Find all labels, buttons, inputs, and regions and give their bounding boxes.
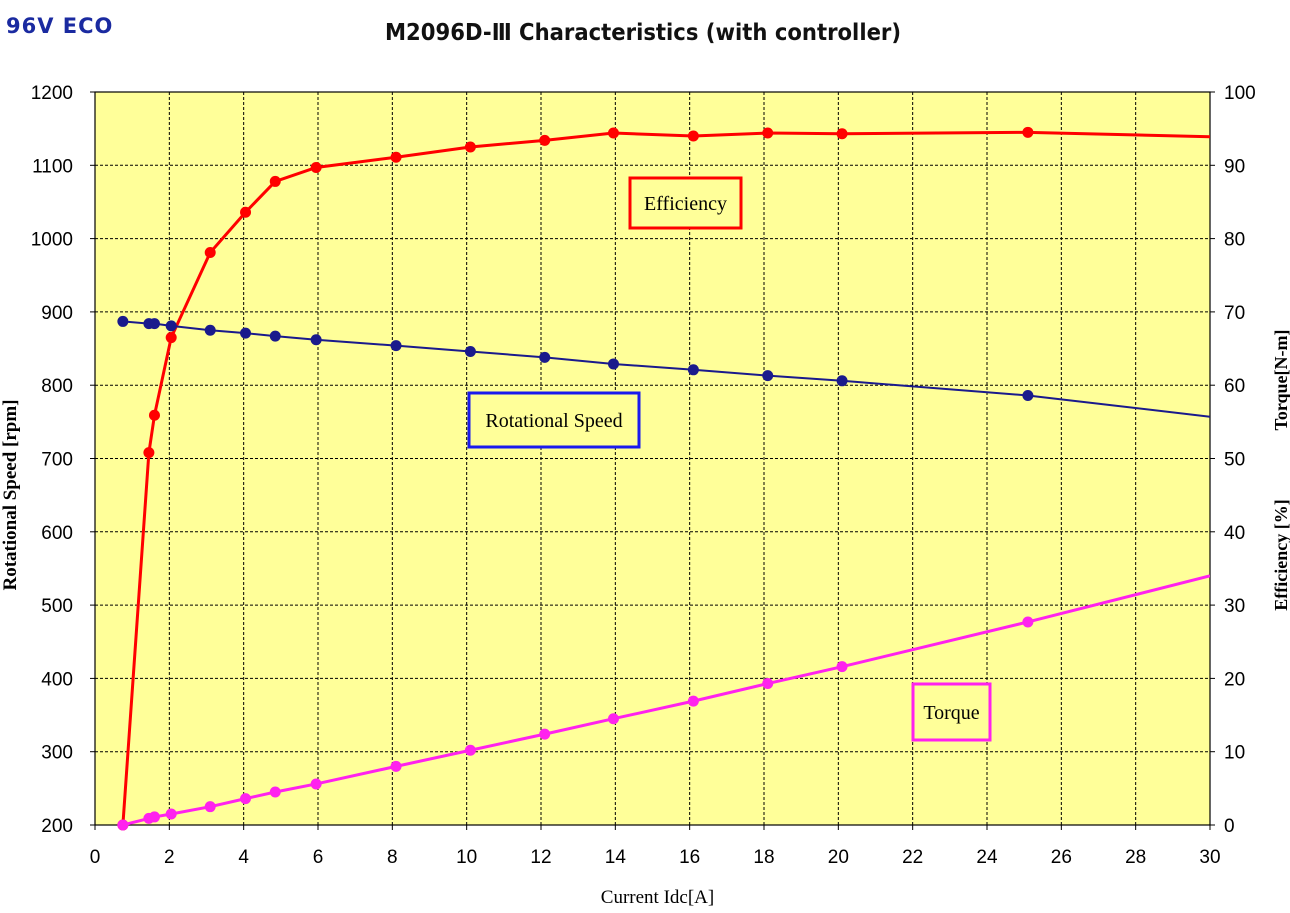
torque-data-point <box>1022 616 1034 628</box>
y-right-tick-label: 0 <box>1224 816 1235 837</box>
torque-data-point <box>464 744 476 756</box>
y-left-tick-label: 800 <box>41 376 73 397</box>
rotational-speed-data-point <box>1022 389 1034 401</box>
rotational-speed-data-point <box>165 320 177 332</box>
efficiency-data-point <box>143 447 155 459</box>
torque-data-point <box>165 808 177 820</box>
efficiency-label: Efficiency <box>644 193 727 215</box>
torque-data-point <box>269 786 281 798</box>
y-right-tick-label: 30 <box>1224 596 1245 617</box>
y-left-tick-label: 1200 <box>31 83 73 104</box>
torque-data-point <box>836 661 848 673</box>
x-tick-label: 26 <box>1051 847 1072 868</box>
y-left-tick-label: 500 <box>41 596 73 617</box>
rotational-speed-data-point <box>269 330 281 342</box>
y-right-tick-label: 80 <box>1224 230 1245 251</box>
x-tick-label: 0 <box>90 847 101 868</box>
y-left-tick-label: 1000 <box>31 230 73 251</box>
efficiency-data-point <box>836 128 848 140</box>
torque-data-point <box>310 778 322 790</box>
efficiency-data-point <box>240 206 252 218</box>
x-axis-title: Current Idc[A] <box>601 887 714 908</box>
x-tick-label: 10 <box>456 847 477 868</box>
y-left-tick-label: 300 <box>41 743 73 764</box>
torque-data-point <box>390 760 402 772</box>
rotational-speed-data-point <box>539 351 551 363</box>
x-tick-label: 14 <box>605 847 627 868</box>
rotational-speed-data-point <box>117 315 129 327</box>
torque-data-point <box>607 713 619 725</box>
efficiency-data-point <box>464 141 476 153</box>
rotational-speed-data-point <box>464 345 476 357</box>
efficiency-data-point <box>269 175 281 187</box>
y-right-axis-title-efficiency: Efficiency [%] <box>1271 499 1290 610</box>
efficiency-data-point <box>310 161 322 173</box>
y-right-tick-label: 100 <box>1224 83 1256 104</box>
efficiency-data-point <box>148 409 160 421</box>
rotational-speed-label: Rotational Speed <box>485 410 622 432</box>
torque-data-point <box>762 678 774 690</box>
efficiency-data-point <box>165 332 177 344</box>
rotational-speed-data-point <box>204 324 216 336</box>
x-tick-label: 22 <box>902 847 923 868</box>
x-tick-label: 30 <box>1199 847 1220 868</box>
rotational-speed-label-box <box>467 391 641 449</box>
efficiency-data-point <box>762 127 774 139</box>
x-tick-label: 24 <box>976 847 998 868</box>
efficiency-data-point <box>607 127 619 139</box>
efficiency-data-point <box>390 151 402 163</box>
rotational-speed-data-point <box>390 340 402 352</box>
torque-data-point <box>204 801 216 813</box>
torque-data-point <box>687 695 699 707</box>
x-tick-label: 4 <box>238 847 249 868</box>
x-tick-label: 6 <box>313 847 324 868</box>
y-left-tick-label: 400 <box>41 669 73 690</box>
x-tick-label: 2 <box>164 847 175 868</box>
y-right-tick-label: 10 <box>1224 743 1245 764</box>
x-tick-label: 18 <box>753 847 774 868</box>
torque-label: Torque <box>923 702 979 724</box>
efficiency-label-box <box>628 176 743 230</box>
torque-data-point <box>148 811 160 823</box>
rotational-speed-data-point <box>240 327 252 339</box>
y-right-tick-label: 50 <box>1224 450 1245 471</box>
rotational-speed-data-point <box>687 364 699 376</box>
efficiency-data-point <box>539 134 551 146</box>
rotational-speed-data-point <box>607 358 619 370</box>
rotational-speed-data-point <box>148 318 160 330</box>
y-left-tick-label: 600 <box>41 523 73 544</box>
rotational-speed-data-point <box>836 375 848 387</box>
torque-data-point <box>539 728 551 740</box>
chart-corner-label: 96V ECO <box>6 14 114 38</box>
y-left-tick-label: 900 <box>41 303 73 324</box>
x-tick-label: 12 <box>530 847 551 868</box>
y-right-axis-title-torque: Torque[N-m] <box>1271 329 1290 430</box>
chart-title: M2096D-Ⅲ Characteristics (with controlle… <box>385 20 902 46</box>
y-right-tick-label: 60 <box>1224 376 1245 397</box>
rotational-speed-data-point <box>762 370 774 382</box>
x-tick-label: 28 <box>1125 847 1146 868</box>
y-right-tick-label: 40 <box>1224 523 1245 544</box>
torque-data-point <box>240 793 252 805</box>
efficiency-data-point <box>204 247 216 259</box>
y-left-tick-label: 700 <box>41 450 73 471</box>
efficiency-data-point <box>1022 126 1034 138</box>
efficiency-data-point <box>687 130 699 142</box>
y-right-tick-label: 90 <box>1224 156 1245 177</box>
x-tick-label: 8 <box>387 847 398 868</box>
torque-label-box <box>911 682 992 742</box>
torque-data-point <box>117 819 129 831</box>
y-left-tick-label: 200 <box>41 816 73 837</box>
y-right-tick-label: 20 <box>1224 669 1245 690</box>
x-tick-label: 20 <box>828 847 849 868</box>
y-left-axis-title: Rotational Speed [rpm] <box>0 399 21 590</box>
x-tick-label: 16 <box>679 847 700 868</box>
y-left-tick-label: 1100 <box>32 156 73 177</box>
y-right-tick-label: 70 <box>1224 303 1245 324</box>
rotational-speed-data-point <box>310 334 322 346</box>
